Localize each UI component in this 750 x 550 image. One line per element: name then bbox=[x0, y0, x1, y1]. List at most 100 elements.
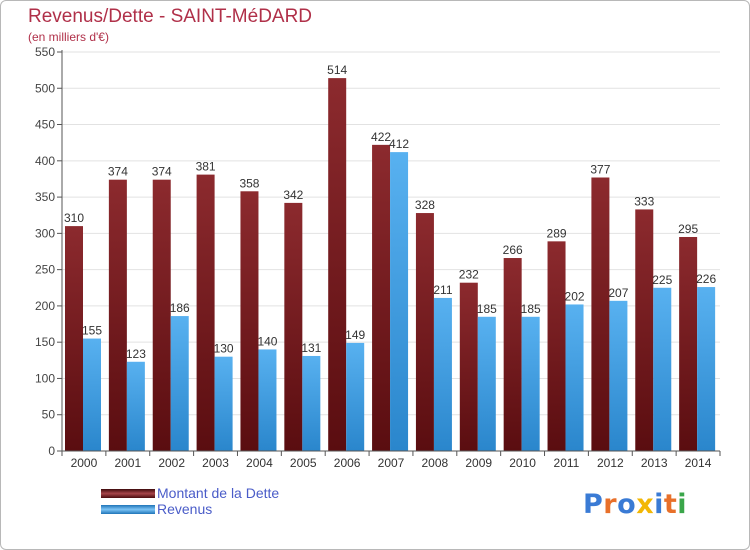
logo-letter: P bbox=[583, 489, 604, 520]
bar-revenus bbox=[302, 355, 321, 451]
bar-revenus bbox=[609, 300, 628, 451]
data-label: 381 bbox=[196, 160, 216, 174]
data-label: 185 bbox=[477, 302, 497, 316]
data-label: 295 bbox=[678, 222, 698, 236]
chart-legend: Montant de la Dette Revenus bbox=[101, 485, 279, 517]
legend-item-revenus: Revenus bbox=[101, 501, 279, 517]
y-tick-label: 0 bbox=[48, 444, 55, 458]
data-label: 202 bbox=[565, 289, 585, 303]
data-label: 358 bbox=[239, 176, 259, 190]
logo-letter: t bbox=[663, 489, 678, 520]
x-tick-label: 2012 bbox=[597, 456, 624, 470]
bar-revenus bbox=[433, 297, 452, 451]
data-label: 185 bbox=[521, 302, 541, 316]
bar-revenus bbox=[653, 287, 672, 451]
bar-dette bbox=[284, 202, 303, 451]
legend-swatch-revenus bbox=[101, 504, 155, 514]
logo-letter: i bbox=[654, 489, 664, 520]
y-tick-label: 100 bbox=[35, 371, 55, 385]
bar-dette bbox=[65, 226, 83, 451]
y-tick-label: 450 bbox=[35, 118, 55, 132]
y-tick-label: 300 bbox=[35, 226, 55, 240]
legend-item-debt: Montant de la Dette bbox=[101, 485, 279, 501]
logo-letter: x bbox=[636, 489, 655, 520]
bar-dette bbox=[415, 213, 434, 451]
bar-revenus bbox=[258, 349, 277, 451]
y-tick-label: 150 bbox=[35, 335, 55, 349]
x-tick-label: 2014 bbox=[685, 456, 712, 470]
data-label: 226 bbox=[696, 272, 716, 286]
x-tick-label: 2003 bbox=[202, 456, 229, 470]
x-tick-label: 2007 bbox=[378, 456, 405, 470]
chart-title: Revenus/Dette - SAINT-MéDARD bbox=[28, 6, 313, 27]
data-label: 289 bbox=[547, 226, 567, 240]
x-tick-label: 2002 bbox=[158, 456, 185, 470]
bar-revenus bbox=[214, 356, 233, 451]
bar-revenus bbox=[390, 152, 409, 451]
bar-revenus bbox=[346, 342, 365, 451]
data-label: 374 bbox=[152, 165, 172, 179]
bar-dette bbox=[503, 258, 522, 451]
legend-label-revenus: Revenus bbox=[157, 501, 213, 517]
bar-dette bbox=[459, 282, 478, 451]
data-label: 225 bbox=[652, 273, 672, 287]
data-label: 149 bbox=[345, 328, 365, 342]
chart-subtitle: (en milliers d'€) bbox=[28, 30, 109, 44]
data-label: 123 bbox=[126, 347, 146, 361]
data-label: 374 bbox=[108, 165, 128, 179]
x-tick-label: 2008 bbox=[422, 456, 449, 470]
bar-dette bbox=[635, 209, 654, 451]
bar-dette bbox=[679, 236, 698, 451]
x-tick-label: 2004 bbox=[246, 456, 273, 470]
y-tick-label: 400 bbox=[35, 154, 55, 168]
data-label: 377 bbox=[590, 163, 610, 177]
data-label: 328 bbox=[415, 198, 435, 212]
data-label: 130 bbox=[214, 342, 234, 356]
bar-dette bbox=[152, 179, 171, 451]
bar-dette bbox=[108, 179, 127, 451]
data-label: 131 bbox=[301, 341, 321, 355]
data-label: 232 bbox=[459, 268, 479, 282]
bar-revenus bbox=[697, 287, 716, 451]
data-label: 140 bbox=[257, 334, 277, 348]
bar-dette bbox=[547, 241, 566, 451]
y-tick-label: 550 bbox=[35, 45, 55, 59]
logo-letter: i bbox=[677, 489, 688, 520]
bar-revenus bbox=[170, 316, 189, 451]
data-label: 211 bbox=[433, 283, 452, 297]
y-tick-label: 350 bbox=[35, 190, 55, 204]
bar-dette bbox=[591, 177, 610, 451]
data-label: 412 bbox=[389, 137, 409, 151]
x-tick-label: 2013 bbox=[641, 456, 668, 470]
x-tick-label: 2010 bbox=[509, 456, 536, 470]
proxiti-logo: Proxiti bbox=[583, 489, 687, 520]
bar-revenus bbox=[521, 316, 540, 451]
data-label: 310 bbox=[64, 211, 84, 225]
logo-letter: o bbox=[617, 489, 637, 520]
x-tick-label: 2009 bbox=[465, 456, 492, 470]
data-label: 266 bbox=[503, 243, 523, 257]
y-tick-label: 50 bbox=[42, 408, 56, 422]
bar-dette bbox=[372, 144, 391, 451]
x-tick-label: 2011 bbox=[554, 456, 580, 470]
bar-dette bbox=[328, 78, 347, 451]
x-tick-label: 2006 bbox=[334, 456, 361, 470]
bar-revenus bbox=[126, 361, 145, 451]
data-label: 333 bbox=[634, 194, 654, 208]
x-tick-label: 2005 bbox=[290, 456, 317, 470]
y-tick-label: 200 bbox=[35, 299, 55, 313]
data-label: 342 bbox=[283, 188, 303, 202]
bar-dette bbox=[240, 191, 259, 451]
y-tick-label: 500 bbox=[35, 81, 55, 95]
bar-revenus bbox=[477, 316, 496, 451]
data-label: 422 bbox=[371, 130, 391, 144]
legend-swatch-debt bbox=[101, 488, 155, 498]
data-label: 207 bbox=[608, 286, 628, 300]
x-tick-label: 2001 bbox=[114, 456, 141, 470]
data-label: 186 bbox=[170, 301, 190, 315]
logo-letter: r bbox=[603, 489, 618, 520]
legend-label-debt: Montant de la Dette bbox=[157, 485, 280, 501]
data-label: 514 bbox=[327, 63, 347, 77]
